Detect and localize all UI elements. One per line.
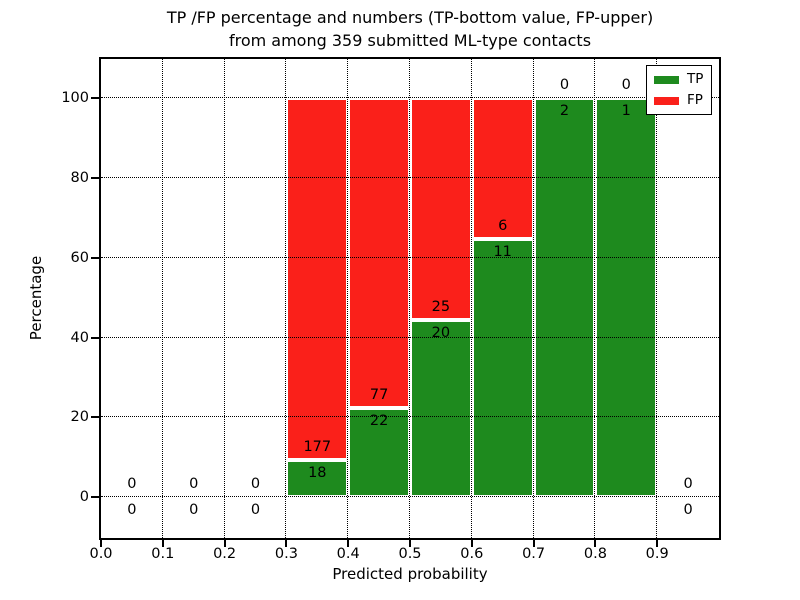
y-tick	[91, 496, 99, 498]
fp-count-label: 0	[621, 77, 631, 94]
legend-item-tp: TP	[654, 71, 703, 88]
x-tick	[594, 540, 597, 547]
bar-segment-fp	[286, 98, 349, 461]
x-tick	[285, 540, 288, 547]
y-tick-label: 60	[70, 249, 89, 266]
x-tick	[532, 540, 535, 547]
bar-segment-tp	[286, 460, 349, 497]
tp-count-label: 0	[189, 502, 199, 518]
x-gridline	[223, 59, 225, 538]
y-tick-label: 0	[79, 489, 89, 505]
legend-swatch-fp	[654, 96, 679, 105]
x-gridline	[161, 59, 163, 538]
chart-title-line1: TP /FP percentage and numbers (TP-bottom…	[166, 8, 654, 27]
y-tick	[91, 177, 99, 180]
legend-label-tp: TP	[687, 71, 704, 87]
tp-count-label: 1	[621, 103, 631, 120]
bar-segment-tp	[595, 98, 658, 497]
x-tick-label: 0.9	[645, 546, 669, 562]
bar-segment-fp	[471, 98, 534, 240]
bar-segment-fp	[410, 98, 472, 320]
fp-count-label: 177	[303, 439, 332, 456]
plot-area: TP FP 0 0 0 0 0 0 177 18 77 22 25 20 6 11 0 2 0 1 0 0 0.0 0.1…	[61, 57, 721, 562]
fp-count-label: 77	[369, 387, 389, 404]
x-tick-label: 0.7	[522, 546, 546, 562]
fp-count-label: 0	[189, 476, 199, 492]
x-tick	[470, 540, 473, 547]
y-tick-label: 20	[70, 409, 89, 426]
x-tick-label: 0.5	[398, 546, 422, 562]
bar-segment-tp	[471, 239, 534, 497]
x-tick	[161, 540, 164, 547]
bar-segment-tp	[348, 408, 410, 497]
y-tick-label: 100	[61, 90, 89, 107]
x-tick	[347, 540, 350, 547]
bar-segment-tp	[410, 319, 472, 497]
y-tick	[91, 336, 99, 339]
y-tick	[91, 97, 99, 100]
x-tick-label: 0.3	[274, 546, 298, 562]
y-tick	[91, 256, 99, 259]
tp-count-label: 2	[559, 103, 570, 120]
fp-count-label: 6	[498, 218, 508, 235]
legend-label-fp: FP	[687, 92, 703, 108]
x-tick-label: 0.0	[89, 546, 113, 562]
fp-count-label: 25	[431, 298, 451, 315]
legend-item-fp: FP	[654, 92, 703, 109]
x-tick-label: 0.4	[336, 546, 360, 562]
tp-count-label: 0	[683, 502, 693, 518]
tp-count-label: 11	[493, 244, 512, 261]
y-axis-label: Percentage	[27, 255, 45, 341]
y-tick	[91, 416, 99, 419]
x-tick-label: 0.6	[460, 546, 484, 562]
tp-count-label: 22	[369, 413, 389, 430]
chart-title: TP /FP percentage and numbers (TP-bottom…	[99, 6, 721, 52]
tp-count-label: 0	[250, 502, 261, 518]
tp-count-label: 0	[127, 502, 137, 518]
x-tick	[223, 540, 226, 547]
x-tick-label: 0.8	[583, 546, 607, 562]
chart-title-line2: from among 359 submitted ML-type contact…	[228, 31, 592, 50]
y-tick-label: 40	[70, 329, 89, 346]
fp-count-label: 0	[683, 476, 693, 492]
legend-swatch-tp	[654, 75, 679, 84]
bar-segment-fp	[348, 98, 410, 409]
legend: TP FP	[646, 65, 713, 115]
bar-segment-tp	[533, 98, 596, 497]
x-tick-label: 0.2	[213, 546, 237, 562]
tp-count-label: 18	[308, 465, 327, 482]
x-tick	[100, 540, 102, 547]
x-tick	[409, 540, 411, 547]
tp-count-label: 20	[431, 324, 451, 341]
y-tick-label: 80	[70, 170, 89, 187]
fp-count-label: 0	[250, 476, 261, 492]
fp-count-label: 0	[559, 77, 570, 94]
x-axis-label: Predicted probability	[332, 565, 488, 583]
fp-count-label: 0	[127, 476, 137, 492]
x-tick	[656, 540, 659, 547]
x-tick-label: 0.1	[151, 546, 175, 562]
